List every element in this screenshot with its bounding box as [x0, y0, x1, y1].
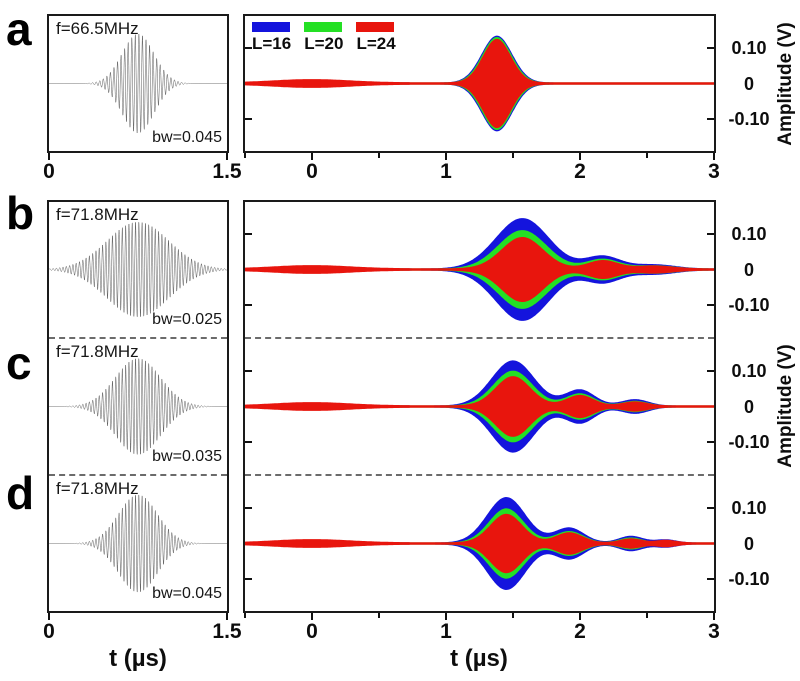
pulse-waveform-d: [49, 476, 227, 611]
frequency-annotation-b: f=71.8MHz: [56, 205, 139, 224]
pulse-waveform-b: [49, 202, 227, 337]
x-axis-minor-tick: [512, 613, 514, 618]
x-tick-label: 3: [708, 160, 720, 183]
frequency-annotation-a: f=66.5MHz: [56, 19, 139, 38]
y-tick-label: 0: [743, 73, 754, 94]
bandwidth-annotation-a: bw=0.045: [152, 129, 222, 146]
y-tick-label: 0.10: [731, 224, 767, 244]
dashed-separator: [245, 337, 714, 339]
x-axis-minor-tick: [512, 153, 514, 158]
x-tick-label: 3: [708, 620, 720, 643]
bandwidth-annotation-b: bw=0.025: [152, 311, 222, 328]
x-axis-minor-tick: [244, 613, 246, 618]
echo-waveform-svg: [245, 35, 714, 132]
x-axis-tick: [445, 613, 447, 620]
x-axis-tick: [311, 613, 313, 620]
pulse-waveform-c: [49, 339, 227, 474]
x-axis-tick: [311, 153, 313, 160]
legend-swatch-blue: [252, 22, 290, 32]
pulse-waveform-svg: [49, 221, 227, 318]
x-axis-tick: [713, 613, 715, 620]
echo-waveform-c: [245, 339, 714, 474]
legend-label: L=16: [252, 34, 292, 53]
pulse-waveform-a: [49, 16, 227, 151]
echo-envelope-L=24: [245, 237, 714, 302]
echo-waveform-b: [245, 202, 714, 337]
panel-label-a: a: [6, 3, 32, 55]
x-axis-minor-tick: [378, 153, 380, 158]
echo-envelope-L=24: [245, 38, 714, 129]
dashed-separator: [245, 474, 714, 476]
x-axis-minor-tick: [378, 613, 380, 618]
x-tick-label: 2: [574, 620, 586, 643]
legend-swatch-green: [304, 22, 343, 32]
x-axis-title-left: t (µs): [109, 645, 167, 672]
y-tick-label: -0.10: [728, 295, 770, 315]
legend-label: L=24: [356, 34, 396, 53]
echo-envelope-L=24: [245, 376, 714, 437]
y-tick-label: 0.10: [731, 361, 767, 381]
y-axis-title-bcd: Amplitude (V): [775, 344, 796, 468]
x-axis-tick: [713, 153, 715, 160]
legend-label: L=20: [304, 34, 344, 53]
x-tick-label: 0: [306, 160, 318, 183]
echo-panel-frame-bcd: [243, 200, 716, 613]
echo-envelope-L=24: [245, 513, 714, 574]
legend-item-L20: L=20: [304, 22, 343, 54]
y-tick-label: -0.10: [728, 432, 770, 452]
x-axis-tick: [579, 153, 581, 160]
echo-waveform-d: [245, 476, 714, 611]
dashed-separator: [49, 474, 227, 476]
frequency-annotation-c: f=71.8MHz: [56, 342, 139, 361]
y-axis-title-a: Amplitude (V): [775, 22, 796, 146]
frequency-annotation-d: f=71.8MHz: [56, 479, 139, 498]
bandwidth-annotation-d: bw=0.045: [152, 585, 222, 602]
x-tick-label: 1.5: [212, 160, 242, 183]
panel-label-b: b: [6, 187, 35, 239]
x-tick-label: 2: [574, 160, 586, 183]
pulse-panel-frame-bcd: [47, 200, 229, 613]
y-tick-label: -0.10: [728, 109, 770, 129]
x-tick-label: 1.5: [212, 620, 242, 643]
x-axis-tick: [226, 153, 228, 160]
x-axis-tick: [48, 153, 50, 160]
x-axis-tick: [579, 613, 581, 620]
y-tick-label: -0.10: [728, 569, 770, 589]
pulse-waveform-svg: [49, 357, 227, 456]
y-tick-label: 0: [743, 396, 754, 417]
y-tick-label: 0.10: [731, 38, 767, 58]
echo-waveform-svg: [245, 360, 714, 453]
y-tick-label: 0.10: [731, 498, 767, 518]
legend-item-L16: L=16: [252, 22, 291, 54]
x-axis-title-right: t (µs): [450, 645, 508, 672]
pulse-waveform-svg: [49, 34, 227, 133]
x-tick-label: 1: [440, 160, 452, 183]
echo-panel-frame-a: [243, 14, 716, 153]
dashed-separator: [49, 337, 227, 339]
x-axis-tick: [445, 153, 447, 160]
echo-waveform-svg: [245, 218, 714, 321]
x-axis-minor-tick: [646, 613, 648, 618]
panel-label-d: d: [6, 467, 35, 519]
legend: L=16 L=20 L=24: [252, 22, 396, 54]
pulse-panel-frame-a: [47, 14, 229, 153]
bandwidth-annotation-c: bw=0.035: [152, 448, 222, 465]
panel-label-c: c: [6, 337, 32, 389]
legend-swatch-red: [356, 22, 395, 32]
x-tick-label: 0: [306, 620, 318, 643]
x-tick-label: 0: [43, 160, 55, 183]
x-axis-minor-tick: [646, 153, 648, 158]
x-tick-label: 0: [43, 620, 55, 643]
x-axis-tick: [226, 613, 228, 620]
x-axis-minor-tick: [244, 153, 246, 158]
legend-item-L24: L=24: [356, 22, 396, 54]
pulse-waveform-svg: [49, 494, 227, 593]
echo-waveform-a: [245, 16, 714, 151]
y-tick-label: 0: [743, 533, 754, 554]
y-tick-label: 0: [743, 259, 754, 280]
x-tick-label: 1: [440, 620, 452, 643]
echo-waveform-svg: [245, 497, 714, 590]
x-axis-tick: [48, 613, 50, 620]
